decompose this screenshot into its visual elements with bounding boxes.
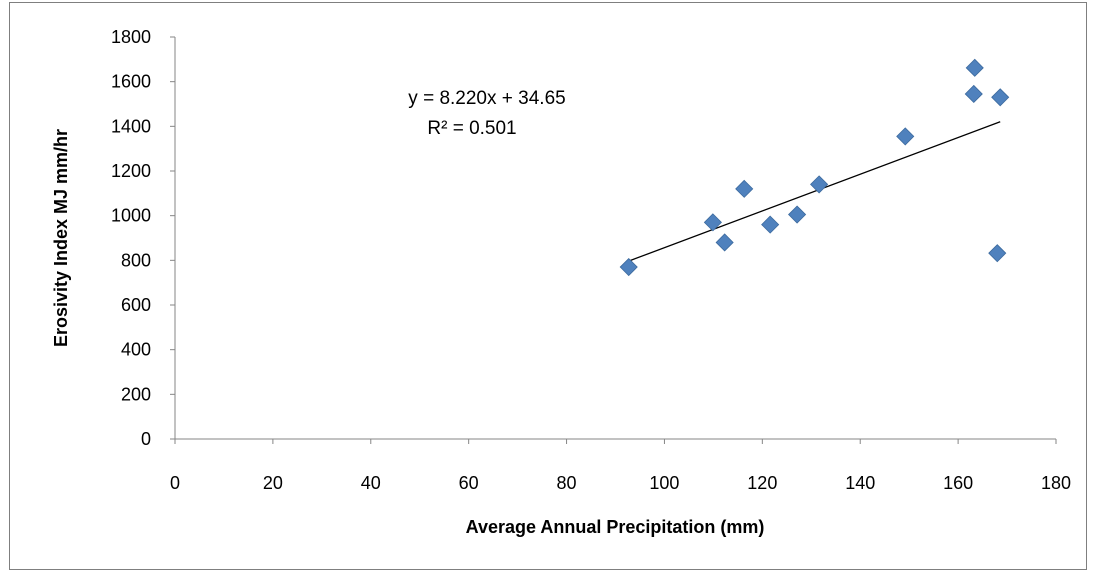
x-tick-label: 160: [943, 473, 973, 493]
x-tick-label: 0: [170, 473, 180, 493]
trendline-r2: R² = 0.501: [427, 118, 516, 139]
data-point: [988, 244, 1007, 263]
tick-labels: 0 20 40 60 80 100 120 140 160 1800200400600800100…: [111, 27, 1071, 493]
data-point: [965, 58, 984, 77]
data-point: [619, 257, 638, 277]
y-tick-label: 1600: [111, 72, 151, 92]
trendline-group: [628, 121, 1001, 262]
data-point: [703, 213, 722, 232]
chart-area: [9, 2, 1087, 570]
data-point: [761, 215, 780, 234]
x-axis-title: Average Annual Precipitation (mm): [466, 517, 765, 537]
x-tick-label: 20: [263, 473, 283, 493]
data-point: [735, 179, 754, 198]
y-tick-label: 800: [121, 250, 151, 270]
x-tick-label: 100: [649, 473, 679, 493]
y-tick-label: 1400: [111, 116, 151, 136]
data-points: [619, 58, 1010, 277]
y-tick-label: 0: [141, 429, 151, 449]
y-tick-label: 400: [121, 340, 151, 360]
x-tick-label: 140: [845, 473, 875, 493]
data-point: [810, 175, 829, 194]
x-tick-label: 40: [361, 473, 381, 493]
data-point: [964, 84, 983, 104]
axes: [170, 36, 1057, 444]
y-tick-label: 600: [121, 295, 151, 315]
y-tick-label: 1200: [111, 161, 151, 181]
x-tick-label: 60: [459, 473, 479, 493]
y-axis-title: Erosivity Index MJ mm/hr: [51, 129, 71, 347]
y-tick-label: 1000: [111, 206, 151, 226]
y-tick-label: 1800: [111, 27, 151, 47]
trendline: [628, 121, 1001, 262]
x-tick-label: 80: [557, 473, 577, 493]
y-tick-label: 200: [121, 384, 151, 404]
data-point: [896, 127, 915, 146]
x-tick-label: 180: [1041, 473, 1071, 493]
data-point: [715, 233, 734, 252]
data-point: [788, 205, 807, 224]
x-tick-label: 120: [747, 473, 777, 493]
trendline-equation: y = 8.220x + 34.65: [408, 88, 565, 109]
data-point: [991, 88, 1010, 107]
